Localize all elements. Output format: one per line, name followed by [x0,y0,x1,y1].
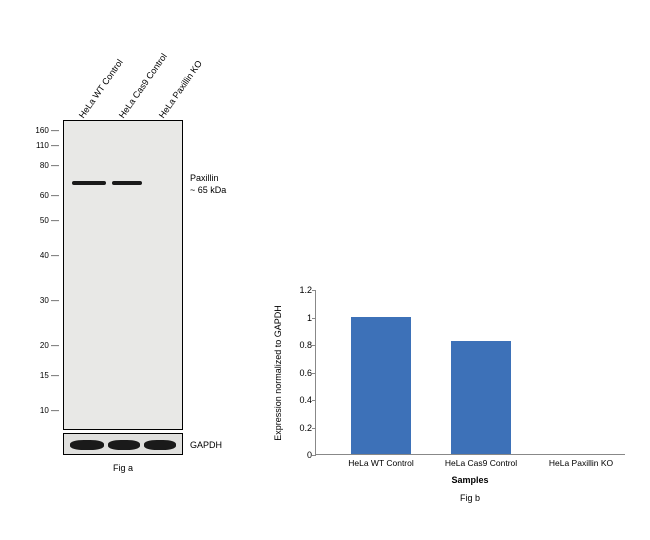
x-axis-title: Samples [315,475,625,485]
mw-marker-label: 20 — [31,341,59,350]
fig-a-label: Fig a [63,463,183,473]
mw-marker-label: 15 — [31,371,59,380]
bar-chart-figure: Expression normalized to GAPDH 00.20.40.… [280,290,630,510]
western-blot-figure: HeLa WT ControlHeLa Cas9 ControlHeLa Pax… [30,30,230,473]
y-tick-label: 0.8 [299,340,312,350]
mw-marker-label: 40 — [31,251,59,260]
y-tick [312,318,316,319]
y-axis-title: Expression normalized to GAPDH [273,305,283,441]
lane-label: HeLa WT Control [77,57,125,120]
lane-label: HeLa Paxillin KO [157,59,204,120]
fig-b-label: Fig b [315,493,625,503]
mw-marker-label: 10 — [31,406,59,415]
chart-plot-area: 00.20.40.60.811.2HeLa WT ControlHeLa Cas… [315,290,625,455]
mw-marker-label: 60 — [31,191,59,200]
y-tick-label: 0.4 [299,395,312,405]
mw-marker-label: 160 — [31,126,59,135]
gapdh-band [144,440,176,450]
y-tick-label: 0.6 [299,368,312,378]
mw-marker-label: 30 — [31,296,59,305]
y-tick [312,290,316,291]
protein-size-label: ~ 65 kDa [190,185,226,195]
gapdh-band [108,440,140,450]
y-tick [312,400,316,401]
y-tick [312,428,316,429]
mw-marker-label: 110 — [31,141,59,150]
gapdh-band [70,440,104,450]
gapdh-label: GAPDH [190,440,222,450]
mw-marker-label: 50 — [31,216,59,225]
x-tick-label: HeLa Cas9 Control [445,458,517,468]
paxillin-band [112,181,142,185]
chart-bar [451,341,511,454]
x-tick-label: HeLa WT Control [348,458,414,468]
y-tick [312,373,316,374]
protein-name-label: Paxillin [190,173,219,183]
y-tick [312,455,316,456]
y-tick [312,345,316,346]
blot-container: 160 — 110 — 80 — 60 — 50 — 40 — 30 — 20 — 15 — 10… [30,120,230,455]
paxillin-band [72,181,106,185]
main-blot: 160 —110 —80 —60 —50 —40 —30 —20 —15 —10… [63,120,183,430]
lane-labels-container: HeLa WT ControlHeLa Cas9 ControlHeLa Pax… [30,30,230,120]
y-tick-label: 0.2 [299,423,312,433]
gapdh-blot: GAPDH [63,433,183,455]
y-tick-label: 1.2 [299,285,312,295]
chart-bar [351,317,411,455]
mw-marker-label: 80 — [31,161,59,170]
x-tick-label: HeLa Paxillin KO [549,458,613,468]
